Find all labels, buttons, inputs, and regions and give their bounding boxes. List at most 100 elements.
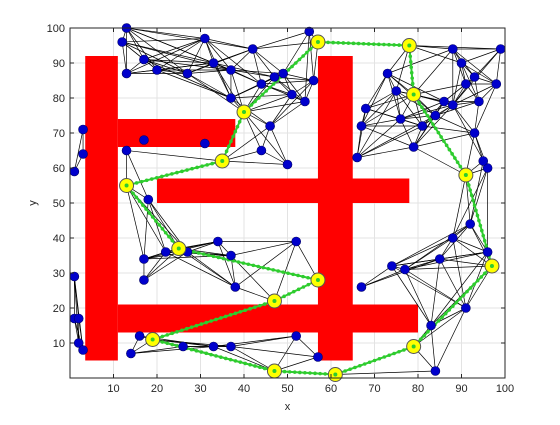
roadmap-node — [226, 250, 236, 261]
path-marker — [170, 342, 174, 347]
roadmap-node — [226, 65, 236, 75]
path-marker — [139, 179, 144, 184]
roadmap-edge — [404, 251, 488, 270]
path-marker — [282, 294, 286, 299]
path-marker — [165, 341, 170, 346]
roadmap-edge — [269, 94, 293, 127]
path-marker — [475, 213, 480, 218]
roadmap-edge — [230, 346, 275, 372]
path-marker — [469, 193, 474, 198]
roadmap-edge — [235, 241, 297, 288]
path-marker — [268, 85, 272, 90]
path-marker — [351, 41, 356, 46]
roadmap-node — [265, 121, 275, 131]
roadmap-edge — [413, 307, 467, 347]
roadmap-edge — [404, 269, 432, 326]
roadmap-node — [73, 313, 84, 324]
path-marker — [262, 366, 267, 371]
path-marker — [131, 191, 135, 196]
path-marker — [436, 319, 441, 323]
path-marker — [444, 143, 449, 148]
path-marker — [303, 370, 307, 375]
path-marker — [286, 68, 291, 72]
path-marker — [472, 282, 476, 287]
path-marker — [237, 120, 242, 124]
path-marker — [458, 297, 462, 301]
roadmap-node — [474, 96, 484, 107]
roadmap-edge — [361, 73, 388, 127]
x-tick-label: 100 — [496, 383, 514, 395]
path-marker — [308, 47, 313, 51]
path-marker — [450, 152, 454, 156]
roadmap-edge — [204, 38, 253, 50]
roadmap-node — [73, 338, 84, 348]
path-marker — [261, 265, 266, 270]
path-marker — [134, 181, 139, 185]
path-marker — [258, 303, 262, 308]
path-marker — [180, 328, 184, 333]
path-marker — [157, 223, 161, 227]
path-marker — [241, 261, 246, 265]
roadmap-edge — [204, 38, 232, 99]
waypoint-center — [272, 369, 277, 373]
path-marker — [402, 348, 406, 352]
roadmap-node — [78, 149, 88, 159]
path-marker — [480, 228, 484, 233]
roadmap-edge — [261, 150, 288, 165]
path-marker — [224, 149, 229, 153]
roadmap-edge — [187, 73, 245, 113]
path-marker — [382, 355, 387, 359]
roadmap-node — [139, 275, 149, 285]
roadmap-edge — [365, 90, 397, 109]
path-marker — [248, 362, 252, 367]
roadmap-node — [282, 159, 293, 170]
roadmap-edge — [243, 94, 292, 113]
x-tick-label: 90 — [455, 383, 467, 395]
path-marker — [472, 203, 477, 208]
path-marker — [175, 170, 179, 175]
path-marker — [447, 308, 452, 312]
roadmap-edge — [143, 248, 179, 281]
path-marker — [167, 234, 171, 239]
roadmap-edge — [130, 346, 184, 354]
path-marker — [262, 302, 267, 306]
roadmap-edge — [413, 146, 467, 176]
path-marker — [301, 274, 305, 279]
roadmap-node — [356, 282, 367, 292]
path-marker — [233, 359, 238, 363]
path-marker — [326, 40, 330, 45]
path-marker — [271, 82, 276, 86]
path-marker — [287, 292, 291, 296]
roadmap-edge — [439, 258, 492, 267]
path-marker — [264, 89, 268, 93]
roadmap-edge — [361, 265, 393, 288]
path-marker — [204, 351, 209, 356]
path-marker — [165, 173, 169, 177]
roadmap-node — [117, 37, 127, 47]
roadmap-edge — [122, 41, 214, 64]
path-marker — [293, 61, 298, 65]
path-marker — [479, 275, 484, 279]
roadmap-edge — [274, 356, 319, 372]
roadmap-edge — [230, 241, 297, 256]
roadmap-edge — [143, 59, 214, 64]
roadmap-node — [278, 68, 288, 79]
roadmap-edge — [261, 80, 314, 85]
waypoint-center — [220, 159, 225, 163]
path-marker — [409, 65, 414, 70]
path-marker — [358, 363, 362, 368]
roadmap-edge — [147, 199, 167, 253]
roadmap-edge — [365, 73, 388, 109]
roadmap-edge — [387, 73, 401, 120]
path-marker — [392, 43, 396, 47]
waypoint-center — [242, 110, 246, 114]
roadmap-edge — [404, 223, 471, 270]
path-marker — [428, 118, 432, 122]
path-marker — [371, 42, 376, 46]
path-marker — [440, 315, 444, 320]
y-tick-label: 10 — [53, 338, 65, 350]
path-marker — [216, 255, 221, 260]
waypoint-center — [124, 183, 129, 188]
node-layer — [69, 23, 506, 376]
